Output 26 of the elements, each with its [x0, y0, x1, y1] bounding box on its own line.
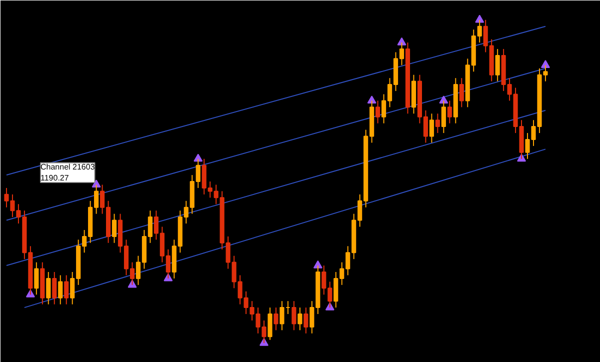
candlestick — [441, 100, 446, 134]
candlestick — [298, 307, 302, 331]
candlestick — [459, 78, 464, 108]
candlestick — [64, 274, 69, 305]
candlestick — [495, 48, 500, 82]
point — [194, 154, 203, 162]
candlestick — [435, 113, 440, 134]
candlestick — [46, 272, 51, 305]
candlestick — [34, 262, 39, 296]
candlestick — [58, 274, 63, 305]
candlestick — [112, 213, 117, 244]
candlestick — [447, 100, 452, 124]
candlestick — [429, 113, 434, 144]
candlestick — [268, 307, 272, 340]
annotation: Channel 21603 1190.27 — [40, 162, 96, 182]
candlestick — [274, 307, 278, 331]
candlestick — [304, 307, 308, 334]
point — [313, 260, 322, 268]
point — [540, 60, 550, 68]
point — [475, 14, 484, 23]
candlestick — [52, 272, 57, 305]
point — [439, 96, 448, 104]
point — [397, 37, 406, 46]
candlestick — [375, 100, 380, 124]
point — [367, 96, 376, 104]
candlestick — [292, 300, 296, 331]
